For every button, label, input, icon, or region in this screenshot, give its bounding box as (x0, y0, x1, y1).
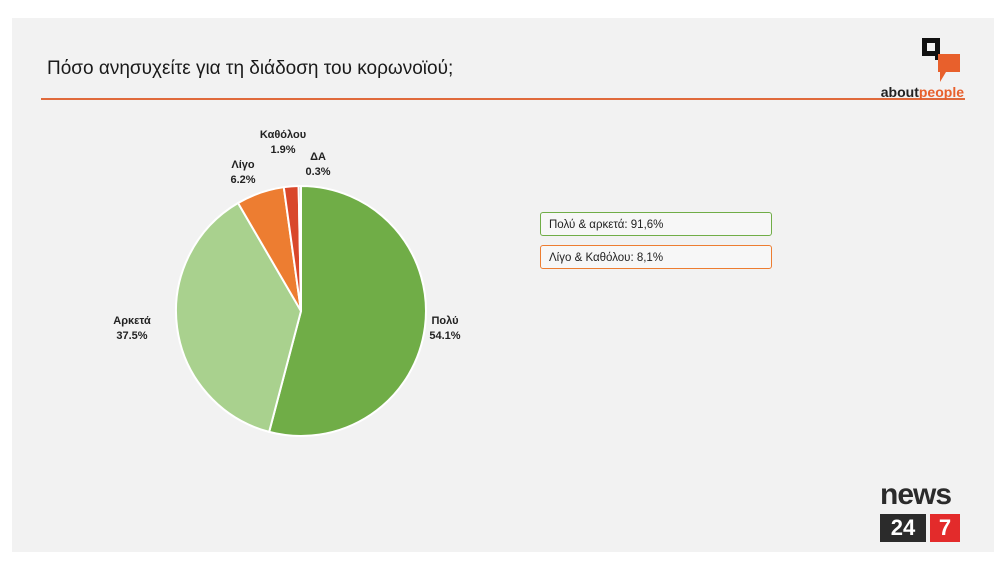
slice-name-label-1: Αρκετά (113, 315, 151, 327)
speech-bubbles-icon (922, 38, 960, 82)
wordmark-about: about (880, 84, 919, 100)
aboutpeople-wordmark: aboutpeople (881, 84, 964, 100)
slice-name-label-3: Καθόλου (260, 129, 306, 141)
pie-labels: Πολύ 54.1% Αρκετά 37.5% Λίγο 6.2% Καθόλου 1.9% Δ… (113, 129, 461, 342)
pie-slice-4 (297, 184, 302, 312)
summary-negative-box: Λίγο & Καθόλου: 8,1% (540, 245, 772, 269)
aboutpeople-logo: aboutpeople (864, 30, 964, 100)
slice-value-label-1: 37.5% (116, 330, 147, 342)
slide: Πόσο ανησυχείτε για τη διάδοση του κορων… (12, 18, 994, 552)
slice-name-label-2: Λίγο (231, 159, 255, 171)
summary-positive-box: Πολύ & αρκετά: 91,6% (540, 212, 772, 236)
slice-value-label-3: 1.9% (270, 144, 295, 156)
slide-title: Πόσο ανησυχείτε για τη διάδοση του κορων… (47, 58, 454, 79)
slice-value-label-4: 0.3% (305, 166, 330, 178)
news-7-block: 7 (930, 514, 960, 542)
slice-name-label-0: Πολύ (431, 315, 458, 327)
slice-name-label-4: ΔΑ (310, 151, 326, 163)
pie-slices (175, 184, 427, 437)
wordmark-people: people (918, 84, 964, 100)
pie-chart: Πολύ 54.1% Αρκετά 37.5% Λίγο 6.2% Καθόλου 1.9% Δ… (113, 129, 461, 437)
news-24-block: 24 (880, 514, 926, 542)
title-divider (41, 98, 965, 100)
news247-logo: news 24 7 (880, 480, 964, 544)
pie-slice-1 (175, 201, 303, 434)
news-wordmark: news (880, 478, 952, 511)
slice-value-label-0: 54.1% (429, 330, 460, 342)
slice-value-label-2: 6.2% (230, 174, 255, 186)
pie-slice-0 (267, 184, 427, 437)
